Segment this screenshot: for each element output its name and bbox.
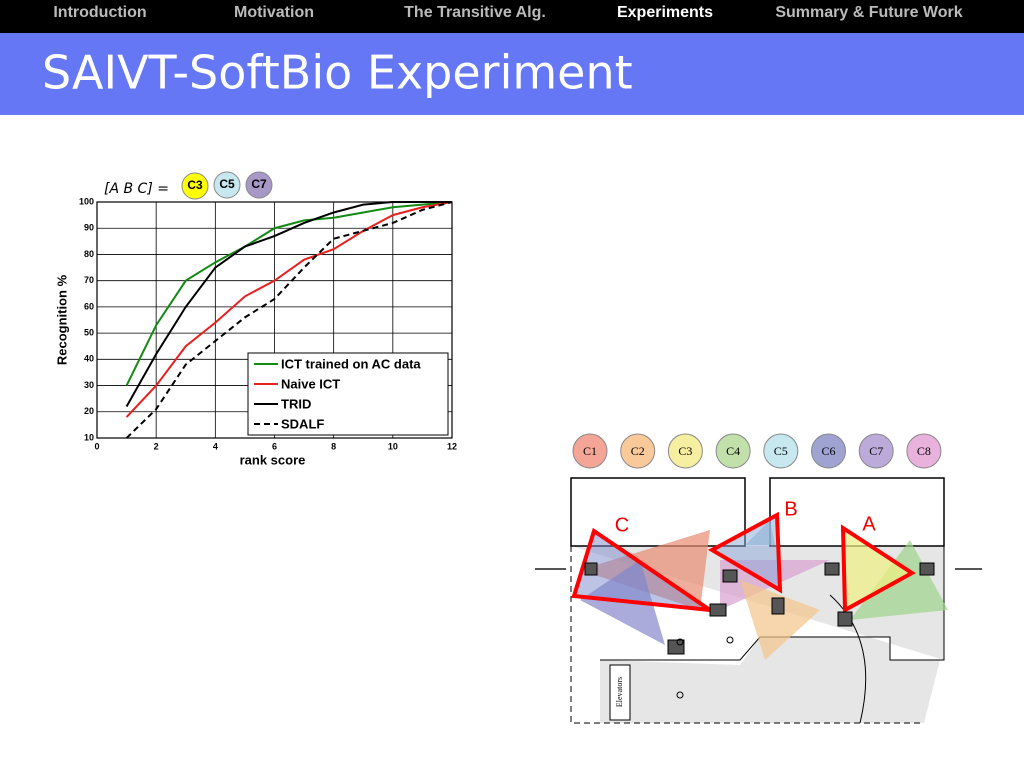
series-line (125, 201, 452, 408)
door-arc (829, 594, 867, 724)
camera-badge-label: C6 (821, 444, 835, 458)
camera-view (740, 580, 820, 660)
plot-frame (96, 201, 453, 439)
region-label: B (784, 498, 797, 520)
floor-plan (535, 477, 982, 724)
x-tick-label: 6 (272, 441, 277, 451)
x-tick-label: 0 (94, 441, 99, 451)
elevator (609, 664, 631, 721)
pillar (676, 638, 684, 646)
annotation-badge (245, 171, 273, 199)
room (769, 477, 945, 547)
y-tick-label: 90 (84, 223, 94, 233)
camera-icon (584, 562, 598, 576)
annotation-badge-label: C5 (219, 177, 235, 191)
elevators-label: Elevators (615, 677, 624, 707)
x-tick-label: 4 (213, 441, 218, 451)
annotation-text: [A B C] = (104, 181, 169, 197)
y-tick-label: 10 (84, 432, 94, 442)
series-line (125, 201, 453, 386)
y-tick-label: 50 (84, 327, 94, 337)
x-tick-label: 2 (154, 441, 159, 451)
camera-badge-label: C5 (774, 444, 788, 458)
nav-item: Experiments (617, 4, 713, 21)
annotation-badge (213, 171, 241, 199)
y-tick-label: 100 (79, 196, 94, 206)
x-tick-label: 12 (447, 441, 457, 451)
region-label: A (862, 513, 876, 535)
legend-box (247, 352, 449, 436)
region-label: C (615, 514, 629, 536)
slide-title: SAIVT-SoftBio Experiment (42, 46, 633, 100)
annotation-badge-label: C7 (251, 177, 267, 191)
camera-badge-label: C4 (726, 444, 740, 458)
y-tick-label: 20 (84, 406, 94, 416)
legend-label: SDALF (281, 416, 324, 431)
camera-badge-label: C3 (678, 444, 692, 458)
wall (600, 546, 945, 661)
legend-label: ICT trained on AC data (281, 356, 421, 371)
y-tick-label: 30 (84, 380, 94, 390)
y-tick-label: 70 (84, 275, 94, 285)
y-tick-label: 60 (84, 301, 94, 311)
y-tick-label: 40 (84, 354, 94, 364)
camera-icon (709, 603, 727, 617)
region-outline (840, 524, 916, 614)
nav-bar (0, 0, 1024, 33)
x-axis-label: rank score (240, 452, 306, 467)
camera-badge (858, 433, 894, 469)
series-line (125, 201, 453, 439)
camera-badge-label: C2 (631, 444, 645, 458)
x-tick-label: 8 (331, 441, 336, 451)
camera-icon (771, 597, 785, 615)
x-tick-label: 10 (388, 441, 398, 451)
camera-badge-label: C1 (583, 444, 597, 458)
camera-badge (763, 433, 799, 469)
y-tick-label: 80 (84, 249, 94, 259)
camera-badge (715, 433, 751, 469)
region-outline (707, 511, 783, 594)
pillar (676, 691, 684, 699)
boundary (570, 546, 924, 724)
y-axis-label: Recognition % (54, 274, 69, 365)
series-line (125, 201, 453, 418)
camera-icon (837, 611, 853, 627)
camera-icon (919, 562, 935, 576)
region-outline (571, 527, 712, 612)
camera-badge-label: C8 (917, 444, 931, 458)
camera-badge-label: C7 (869, 444, 883, 458)
legend-label: TRID (281, 396, 311, 411)
camera-icon (824, 562, 840, 576)
camera-badge (811, 433, 846, 469)
nav-item: Motivation (234, 4, 314, 21)
camera-badge (620, 433, 656, 469)
camera-badge (906, 433, 942, 469)
chart: 10 20 30 40 50 60 70 80 90 100 0 2 4 6 8 10 12 rank score… (54, 171, 457, 467)
camera-icon (722, 569, 738, 583)
title-band (0, 33, 1024, 115)
nav-item: The Transitive Alg. (404, 4, 546, 21)
camera-badge (572, 433, 608, 469)
legend-label: Naive ICT (281, 376, 340, 391)
nav-item: Summary & Future Work (775, 4, 962, 21)
camera-icon (667, 639, 685, 655)
camera-badge (667, 433, 703, 469)
annotation-badge (181, 172, 209, 200)
pillar (726, 636, 734, 644)
camera-legend: C1 C2 C3 C4 C5 C6 C7 C8 (572, 433, 942, 469)
nav: Introduction Motivation The Transitive Alg… (53, 4, 962, 21)
nav-item: Introduction (53, 4, 146, 21)
annotation-badge-label: C3 (187, 178, 203, 192)
